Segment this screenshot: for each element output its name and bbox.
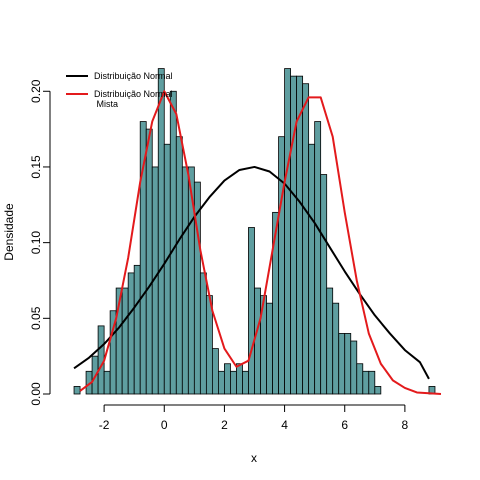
histogram-bar xyxy=(284,68,291,395)
histogram-bar xyxy=(157,68,165,395)
legend-label-line: Distribuição Normal xyxy=(94,71,173,81)
histogram-bar xyxy=(320,174,328,395)
histogram-bar xyxy=(248,227,255,395)
histogram-bar xyxy=(236,363,243,395)
legend-label: Distribuição Normal Mista xyxy=(94,89,173,109)
histogram-bar xyxy=(199,272,207,395)
histogram-bar xyxy=(181,166,189,395)
x-tick-label: 8 xyxy=(402,418,409,432)
histogram-bar xyxy=(278,136,285,395)
histogram-bars xyxy=(73,68,436,395)
histogram-bar xyxy=(266,302,273,395)
histogram-bar xyxy=(314,121,322,395)
histogram-bar xyxy=(133,264,141,395)
y-tick-label: 0.05 xyxy=(29,306,43,330)
y-tick-label: 0.10 xyxy=(29,231,43,255)
x-axis: -2 0 2 4 6 8 xyxy=(99,404,409,432)
x-tick-label: 2 xyxy=(221,418,228,432)
histogram-bar xyxy=(218,370,225,395)
x-tick-label: 0 xyxy=(161,418,168,432)
x-tick-label: 4 xyxy=(281,418,288,432)
histogram-bar xyxy=(344,333,352,395)
histogram-bar xyxy=(296,75,304,395)
y-axis-title: Densidade xyxy=(2,203,16,261)
histogram-bar xyxy=(308,143,316,395)
histogram-bar xyxy=(356,363,364,395)
normal-density-curve xyxy=(73,165,430,380)
histogram-bar xyxy=(211,348,219,395)
histogram-bar xyxy=(145,128,153,395)
y-axis: 0.00 0.05 0.10 0.15 0.20 xyxy=(29,79,51,406)
histogram-bar xyxy=(121,287,129,395)
x-tick-label: 6 xyxy=(341,418,348,432)
histogram-bar xyxy=(230,370,237,395)
histogram-bar xyxy=(175,136,183,395)
x-axis-title: x xyxy=(251,451,257,465)
histogram-bar xyxy=(302,83,310,395)
histogram-bar xyxy=(169,90,177,395)
y-tick-label: 0.00 xyxy=(29,382,43,406)
x-tick-label: -2 xyxy=(99,418,110,432)
histogram-bar xyxy=(326,287,334,395)
y-tick-label: 0.20 xyxy=(29,79,43,103)
histogram-bar xyxy=(362,370,370,395)
histogram-bar xyxy=(338,333,346,395)
histogram-bar xyxy=(350,340,358,395)
density-curves xyxy=(73,90,442,395)
histogram-bar xyxy=(254,287,261,395)
histogram-bar xyxy=(368,370,376,395)
histogram-bar xyxy=(242,370,249,395)
y-tick-label: 0.15 xyxy=(29,155,43,179)
histogram-bar xyxy=(224,363,231,395)
histogram-bar xyxy=(103,370,111,395)
histogram-bar xyxy=(73,386,81,395)
histogram-bar xyxy=(332,302,340,395)
mixture-density-curve xyxy=(79,90,442,395)
legend-label-line: Distribuição Normal xyxy=(94,89,173,99)
histogram-bar xyxy=(127,272,135,395)
legend-label: Distribuição Normal xyxy=(94,71,173,81)
histogram-bar xyxy=(374,386,382,395)
histogram-bar xyxy=(97,325,105,395)
histogram-bar xyxy=(163,143,171,395)
legend-label-line: Mista xyxy=(94,99,118,109)
